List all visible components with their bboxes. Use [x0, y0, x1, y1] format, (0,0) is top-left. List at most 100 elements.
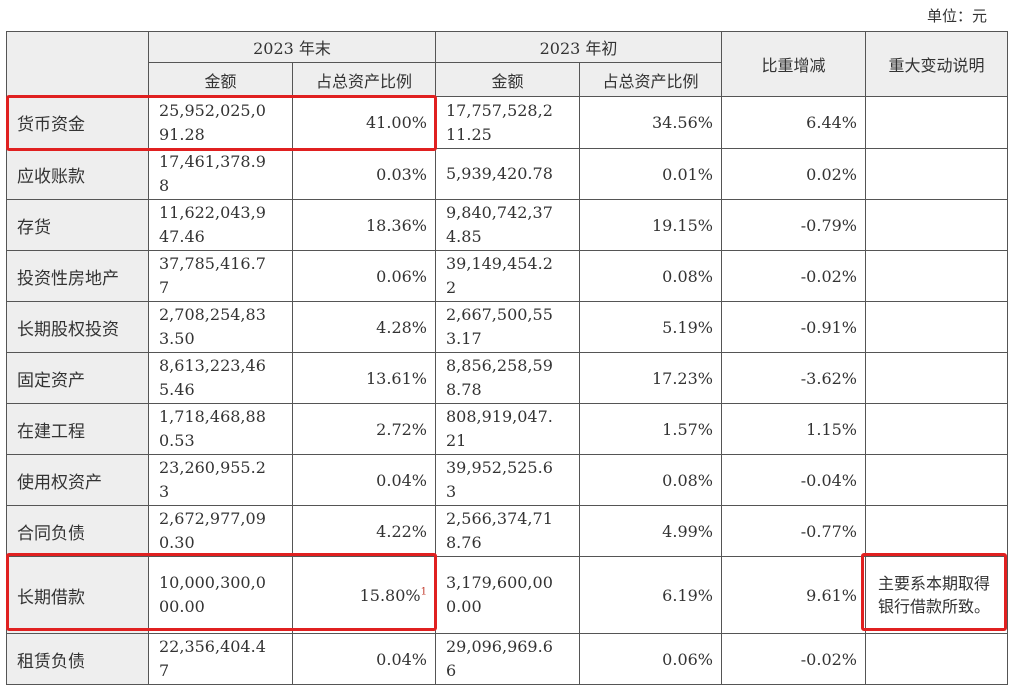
- start-ratio: 4.99%: [579, 505, 722, 557]
- end-amount: 2,708,254,83 3.50: [148, 301, 293, 353]
- start-ratio: 19.15%: [579, 199, 722, 251]
- change-note: [865, 454, 1008, 506]
- start-ratio: 34.56%: [579, 96, 722, 149]
- end-amount: 23,260,955.2 3: [148, 454, 293, 506]
- start-amount: 5,939,420.78: [435, 148, 580, 200]
- row-name: 使用权资产: [6, 454, 149, 506]
- end-ratio: 4.22%: [292, 505, 436, 557]
- end-amount: 17,461,378.9 8: [148, 148, 293, 200]
- ratio-change: 6.44%: [721, 96, 866, 149]
- start-amount: 8,856,258,59 8.78: [435, 352, 580, 404]
- start-ratio: 0.01%: [579, 148, 722, 200]
- header-end-ratio: 占总资产比例: [292, 62, 436, 97]
- change-note: [865, 148, 1008, 200]
- ratio-change: -0.02%: [721, 250, 866, 302]
- table-row: 应收账款 17,461,378.9 8 0.03% 5,939,420.78 0.…: [6, 148, 1008, 200]
- end-ratio: 18.36%: [292, 199, 436, 251]
- change-note: [865, 250, 1008, 302]
- end-ratio: 13.61%: [292, 352, 436, 404]
- row-name: 存货: [6, 199, 149, 251]
- balance-table: 2023 年末 2023 年初 比重增减 重大变动说明 金额 占总资产比例 金额…: [6, 31, 1008, 685]
- start-ratio: 6.19%: [579, 556, 722, 634]
- start-amount: 29,096,969.6 6: [435, 633, 580, 685]
- table-row: 租赁负债 22,356,404.4 7 0.04% 29,096,969.6 6 0…: [6, 633, 1008, 685]
- end-amount: 22,356,404.4 7: [148, 633, 293, 685]
- header-start-amount: 金额: [435, 62, 580, 97]
- table-row: 长期借款 10,000,300,0 00.00 15.80%1 3,179,600…: [6, 556, 1008, 634]
- header-blank: [6, 31, 149, 97]
- ratio-change: -0.04%: [721, 454, 866, 506]
- ratio-change: -0.79%: [721, 199, 866, 251]
- row-name: 长期借款: [6, 556, 149, 634]
- row-name: 投资性房地产: [6, 250, 149, 302]
- ratio-change: -0.77%: [721, 505, 866, 557]
- start-ratio: 0.08%: [579, 454, 722, 506]
- ratio-change: 1.15%: [721, 403, 866, 455]
- start-ratio: 1.57%: [579, 403, 722, 455]
- end-ratio: 0.06%: [292, 250, 436, 302]
- end-ratio: 15.80%1: [292, 556, 436, 634]
- row-name: 在建工程: [6, 403, 149, 455]
- header-change: 比重增减: [721, 31, 866, 97]
- header-start-group: 2023 年初: [435, 31, 722, 63]
- end-amount: 1,718,468,88 0.53: [148, 403, 293, 455]
- row-name: 货币资金: [6, 96, 149, 149]
- change-note: [865, 352, 1008, 404]
- end-amount: 2,672,977,09 0.30: [148, 505, 293, 557]
- header-note: 重大变动说明: [865, 31, 1008, 97]
- table-row: 合同负债 2,672,977,09 0.30 4.22% 2,566,374,71…: [6, 505, 1008, 557]
- start-ratio: 17.23%: [579, 352, 722, 404]
- end-amount: 11,622,043,9 47.46: [148, 199, 293, 251]
- end-ratio: 2.72%: [292, 403, 436, 455]
- change-note: [865, 633, 1008, 685]
- header-end-amount: 金额: [148, 62, 293, 97]
- table-row: 投资性房地产 37,785,416.7 7 0.06% 39,149,454.2 2…: [6, 250, 1008, 302]
- table-row: 存货 11,622,043,9 47.46 18.36% 9,840,742,37…: [6, 199, 1008, 251]
- end-amount: 8,613,223,46 5.46: [148, 352, 293, 404]
- end-amount: 10,000,300,0 00.00: [148, 556, 293, 634]
- start-amount: 39,149,454.2 2: [435, 250, 580, 302]
- ratio-change: 0.02%: [721, 148, 866, 200]
- table-row: 长期股权投资 2,708,254,83 3.50 4.28% 2,667,500,…: [6, 301, 1008, 353]
- start-amount: 2,667,500,55 3.17: [435, 301, 580, 353]
- change-note: 主要系本期取得银行借款所致。: [865, 556, 1008, 634]
- table-row: 固定资产 8,613,223,46 5.46 13.61% 8,856,258,5…: [6, 352, 1008, 404]
- ratio-change: -0.91%: [721, 301, 866, 353]
- row-name: 固定资产: [6, 352, 149, 404]
- footnote-marker: 1: [420, 586, 427, 598]
- table-row: 货币资金 25,952,025,0 91.28 41.00% 17,757,528…: [6, 96, 1008, 149]
- change-note: [865, 505, 1008, 557]
- start-amount: 39,952,525.6 3: [435, 454, 580, 506]
- table-row: 使用权资产 23,260,955.2 3 0.04% 39,952,525.6 3 …: [6, 454, 1008, 506]
- ratio-change: -3.62%: [721, 352, 866, 404]
- row-name: 租赁负债: [6, 633, 149, 685]
- table-row: 在建工程 1,718,468,88 0.53 2.72% 808,919,047.…: [6, 403, 1008, 455]
- ratio-change: -0.02%: [721, 633, 866, 685]
- change-note: [865, 301, 1008, 353]
- change-note: [865, 96, 1008, 149]
- end-ratio: 4.28%: [292, 301, 436, 353]
- start-amount: 9,840,742,37 4.85: [435, 199, 580, 251]
- start-amount: 808,919,047. 21: [435, 403, 580, 455]
- start-amount: 3,179,600,00 0.00: [435, 556, 580, 634]
- ratio-change: 9.61%: [721, 556, 866, 634]
- end-ratio: 0.04%: [292, 454, 436, 506]
- header-end-group: 2023 年末: [148, 31, 436, 63]
- row-name: 应收账款: [6, 148, 149, 200]
- end-ratio: 41.00%: [292, 96, 436, 149]
- start-amount: 2,566,374,71 8.76: [435, 505, 580, 557]
- end-amount: 37,785,416.7 7: [148, 250, 293, 302]
- end-ratio: 0.03%: [292, 148, 436, 200]
- unit-label: 单位：元: [926, 7, 987, 25]
- row-name: 长期股权投资: [6, 301, 149, 353]
- start-ratio: 0.08%: [579, 250, 722, 302]
- change-note: [865, 403, 1008, 455]
- end-ratio: 0.04%: [292, 633, 436, 685]
- end-amount: 25,952,025,0 91.28: [148, 96, 293, 149]
- header-start-ratio: 占总资产比例: [579, 62, 722, 97]
- row-name: 合同负债: [6, 505, 149, 557]
- start-ratio: 5.19%: [579, 301, 722, 353]
- start-ratio: 0.06%: [579, 633, 722, 685]
- start-amount: 17,757,528,2 11.25: [435, 96, 580, 149]
- change-note: [865, 199, 1008, 251]
